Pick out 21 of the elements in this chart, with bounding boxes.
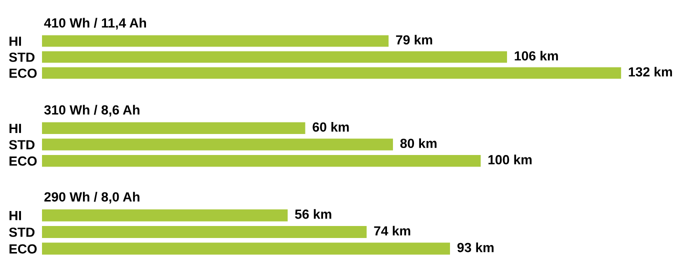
chart-title: 290 Wh / 8,0 Ah: [44, 192, 140, 204]
data-label: 56 km: [295, 209, 332, 219]
data-label: 74 km: [374, 226, 410, 236]
chart-title: 410 Wh / 11,4 Ah: [44, 18, 146, 30]
y-tick-label: ECO: [10, 156, 37, 166]
chart-title: 310 Wh / 8,6 Ah: [44, 104, 140, 116]
data-label: 106 km: [514, 50, 558, 61]
data-label: 60 km: [312, 122, 349, 132]
data-label: 80 km: [400, 138, 437, 148]
y-tick-label: HI: [10, 36, 21, 46]
y-tick-label: ECO: [10, 244, 37, 254]
data-label: 93 km: [457, 242, 494, 252]
data-label: 79 km: [396, 34, 432, 45]
data-label: 132 km: [628, 66, 672, 77]
y-tick-label: STD: [9, 140, 34, 150]
data-label: 100 km: [488, 154, 532, 164]
y-tick-label: HI: [10, 124, 21, 133]
y-tick-label: HI: [10, 211, 21, 220]
y-tick-label: STD: [9, 228, 34, 237]
y-tick-label: ECO: [10, 68, 37, 78]
y-tick-label: STD: [9, 52, 34, 62]
